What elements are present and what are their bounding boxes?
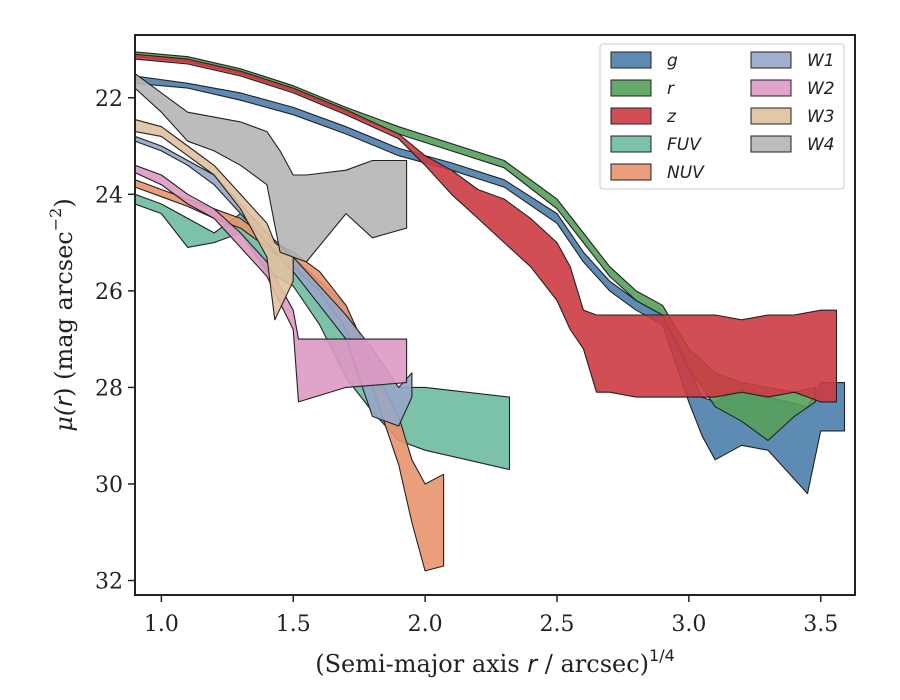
legend-label-nuv: NUV xyxy=(667,163,705,183)
y-axis-title-pre: μ( xyxy=(50,406,78,432)
legend: grz FUV NUV W1 W2 W3 W4 xyxy=(599,43,845,190)
y-axis-title-end: ) xyxy=(50,198,78,207)
legend-label-w3: W3 xyxy=(807,107,835,127)
legend-swatch-w1 xyxy=(750,51,792,69)
y-axis-title: μ(r) (mag arcsec−2) xyxy=(46,198,78,431)
legend-label-w1: W1 xyxy=(807,51,835,71)
legend-label-z: z xyxy=(666,107,677,127)
series-band-z xyxy=(135,53,838,403)
legend-swatch-w4 xyxy=(750,135,792,153)
y-axis-title-post: ) (mag arcsec xyxy=(50,231,78,397)
legend-label-fuv: FUV xyxy=(667,135,702,155)
series-band-w3 xyxy=(135,118,294,321)
x-tick-label: 1.0 xyxy=(144,612,179,637)
y-tick-label: 30 xyxy=(95,473,123,498)
y-axis: 22 24 26 28 30 32 xyxy=(95,87,135,595)
legend-label-g: g xyxy=(667,51,678,71)
y-tick-label: 22 xyxy=(95,87,123,112)
x-tick-label: 2.5 xyxy=(539,612,574,637)
x-tick-label: 2.0 xyxy=(408,612,443,637)
legend-swatch-w2 xyxy=(750,79,792,97)
x-tick-label: 3.0 xyxy=(671,612,706,637)
legend-swatch-fuv xyxy=(610,135,652,153)
legend-swatch-g xyxy=(610,51,652,69)
legend-swatch-z xyxy=(610,107,652,125)
y-tick-label: 26 xyxy=(95,280,123,305)
legend-swatch-w3 xyxy=(750,107,792,125)
x-tick-label: 1.5 xyxy=(276,612,311,637)
x-axis-title-sup: 1/4 xyxy=(649,646,675,665)
legend-label-r: r xyxy=(667,79,675,99)
plot-frame xyxy=(134,34,856,596)
y-axis-title-sup: −2 xyxy=(46,208,65,232)
series-band-r xyxy=(135,51,816,442)
legend-label-w2: W2 xyxy=(807,79,835,99)
x-axis-title: (Semi-major axis r / arcsec)1/4 xyxy=(315,646,675,678)
y-tick-label: 28 xyxy=(95,376,123,401)
legend-label-w4: W4 xyxy=(807,135,835,155)
x-axis-title-pre: (Semi-major axis xyxy=(315,650,527,678)
x-axis: 1.0 1.5 2.0 2.5 3.0 3.5 xyxy=(144,595,838,637)
legend-swatch-r xyxy=(610,79,652,97)
legend-swatch-nuv xyxy=(610,163,652,181)
x-tick-label: 3.5 xyxy=(803,612,838,637)
series-band-w4 xyxy=(135,73,408,263)
x-axis-title-var: r xyxy=(527,650,539,678)
series-layer xyxy=(135,51,846,572)
y-axis-title-var: r xyxy=(50,395,78,407)
y-tick-label: 32 xyxy=(95,570,123,595)
y-tick-label: 24 xyxy=(95,183,123,208)
x-axis-title-mid: / arcsec) xyxy=(537,650,649,678)
